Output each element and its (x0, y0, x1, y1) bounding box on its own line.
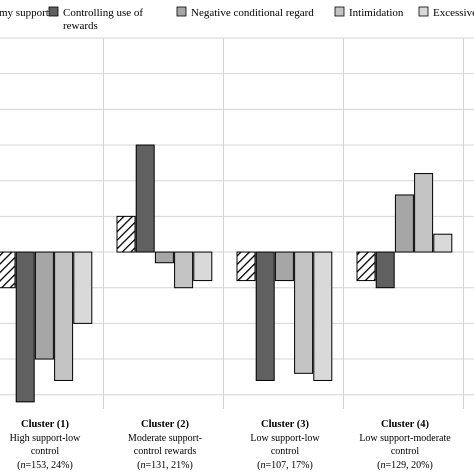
bar-cluster2-series3 (154, 251, 174, 264)
bar-cluster4-series2 (375, 251, 395, 289)
grid-lines (0, 37, 474, 409)
cluster-title-2: Cluster (2) (141, 419, 189, 430)
bar-cluster3-series1 (236, 251, 256, 282)
bar-cluster4-series4 (414, 173, 434, 253)
legend: Autonomy support Controlling use ofreward… (0, 6, 474, 32)
bars (0, 144, 453, 403)
cluster-title-1: Cluster (1) (21, 419, 69, 430)
bar-cluster2-series1 (116, 215, 136, 253)
bar-cluster1-series3 (34, 251, 54, 360)
cluster-desc-line1-4: Low support-moderate (359, 433, 451, 444)
legend-label-3: Negative conditional regard (191, 7, 314, 19)
cluster-desc-line1-2: Moderate support- (128, 433, 202, 444)
cluster-title-4: Cluster (4) (381, 419, 429, 430)
cluster-count-3: (n=107, 17%) (257, 460, 313, 471)
legend-swatch-4 (334, 6, 345, 17)
legend-label-1: Autonomy support (0, 7, 49, 19)
cluster-desc-line1-3: Low support-low (250, 433, 320, 444)
bar-cluster2-series5 (193, 251, 213, 282)
category-labels: Cluster (1) High support-low control (n=153… (10, 419, 452, 471)
bar-cluster1-series4 (54, 251, 74, 381)
bar-cluster1-series2 (15, 251, 35, 403)
cluster-desc-line1-1: High support-low (10, 433, 82, 444)
bar-cluster3-series5 (313, 251, 333, 381)
bar-cluster4-series1 (356, 251, 376, 282)
cluster-desc-line2-2: control rewards (134, 446, 197, 457)
legend-swatch-3 (176, 6, 187, 17)
bar-cluster1-series5 (73, 251, 93, 324)
cluster-count-2: (n=131, 21%) (137, 460, 193, 471)
cluster-title-3: Cluster (3) (261, 419, 309, 430)
legend-label-4: Intimidation (349, 7, 404, 19)
bar-cluster2-series2 (135, 144, 155, 253)
cluster-count-4: (n=129, 20%) (377, 460, 433, 471)
bar-cluster2-series4 (174, 251, 194, 289)
bar-cluster3-series2 (255, 251, 275, 381)
legend-swatch-5 (418, 6, 429, 17)
cluster-desc-line2-1: control (31, 446, 60, 457)
bar-cluster4-series3 (394, 194, 414, 253)
cluster-count-1: (n=153, 24%) (17, 460, 73, 471)
bar-cluster3-series4 (294, 251, 314, 374)
cluster-desc-line2-3: control (271, 446, 300, 457)
legend-label-2: Controlling use of rewards (63, 7, 143, 32)
cluster-desc-line2-4: control (391, 446, 420, 457)
bar-cluster3-series3 (274, 251, 294, 282)
legend-label-5: Excessive personal control (433, 7, 474, 19)
bar-cluster1-series1 (0, 251, 16, 289)
legend-swatch-2 (48, 6, 59, 17)
bar-cluster4-series5 (433, 233, 453, 253)
